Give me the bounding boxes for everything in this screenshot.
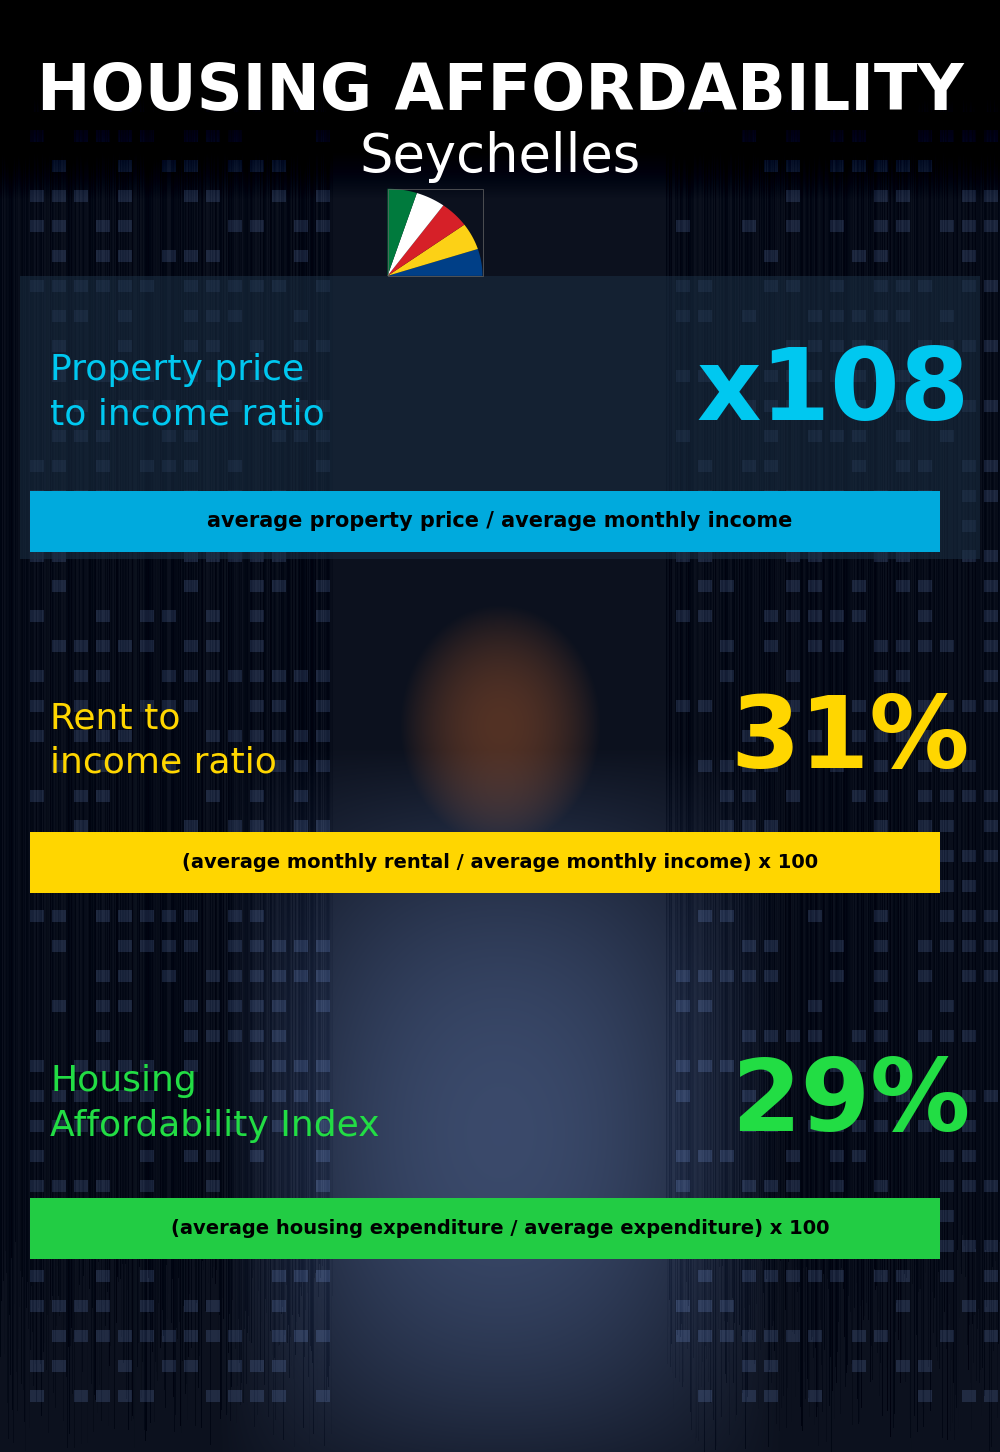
FancyBboxPatch shape: [30, 491, 940, 552]
Text: (average monthly rental / average monthly income) x 100: (average monthly rental / average monthl…: [182, 852, 818, 873]
Text: (average housing expenditure / average expenditure) x 100: (average housing expenditure / average e…: [171, 1218, 829, 1239]
Text: Rent to
income ratio: Rent to income ratio: [50, 701, 277, 780]
Text: 31%: 31%: [731, 693, 970, 788]
Polygon shape: [388, 248, 483, 276]
Text: HOUSING AFFORDABILITY: HOUSING AFFORDABILITY: [37, 61, 963, 123]
Text: x108: x108: [697, 344, 970, 440]
Polygon shape: [388, 225, 478, 276]
Text: Seychelles: Seychelles: [359, 131, 641, 183]
Polygon shape: [388, 193, 443, 276]
Text: average property price / average monthly income: average property price / average monthly…: [207, 511, 793, 531]
Polygon shape: [388, 189, 417, 276]
Text: 29%: 29%: [731, 1056, 970, 1151]
Polygon shape: [388, 205, 464, 276]
Text: Property price
to income ratio: Property price to income ratio: [50, 353, 325, 431]
FancyBboxPatch shape: [20, 276, 980, 559]
FancyBboxPatch shape: [30, 832, 940, 893]
FancyBboxPatch shape: [30, 1198, 940, 1259]
Text: Housing
Affordability Index: Housing Affordability Index: [50, 1064, 380, 1143]
